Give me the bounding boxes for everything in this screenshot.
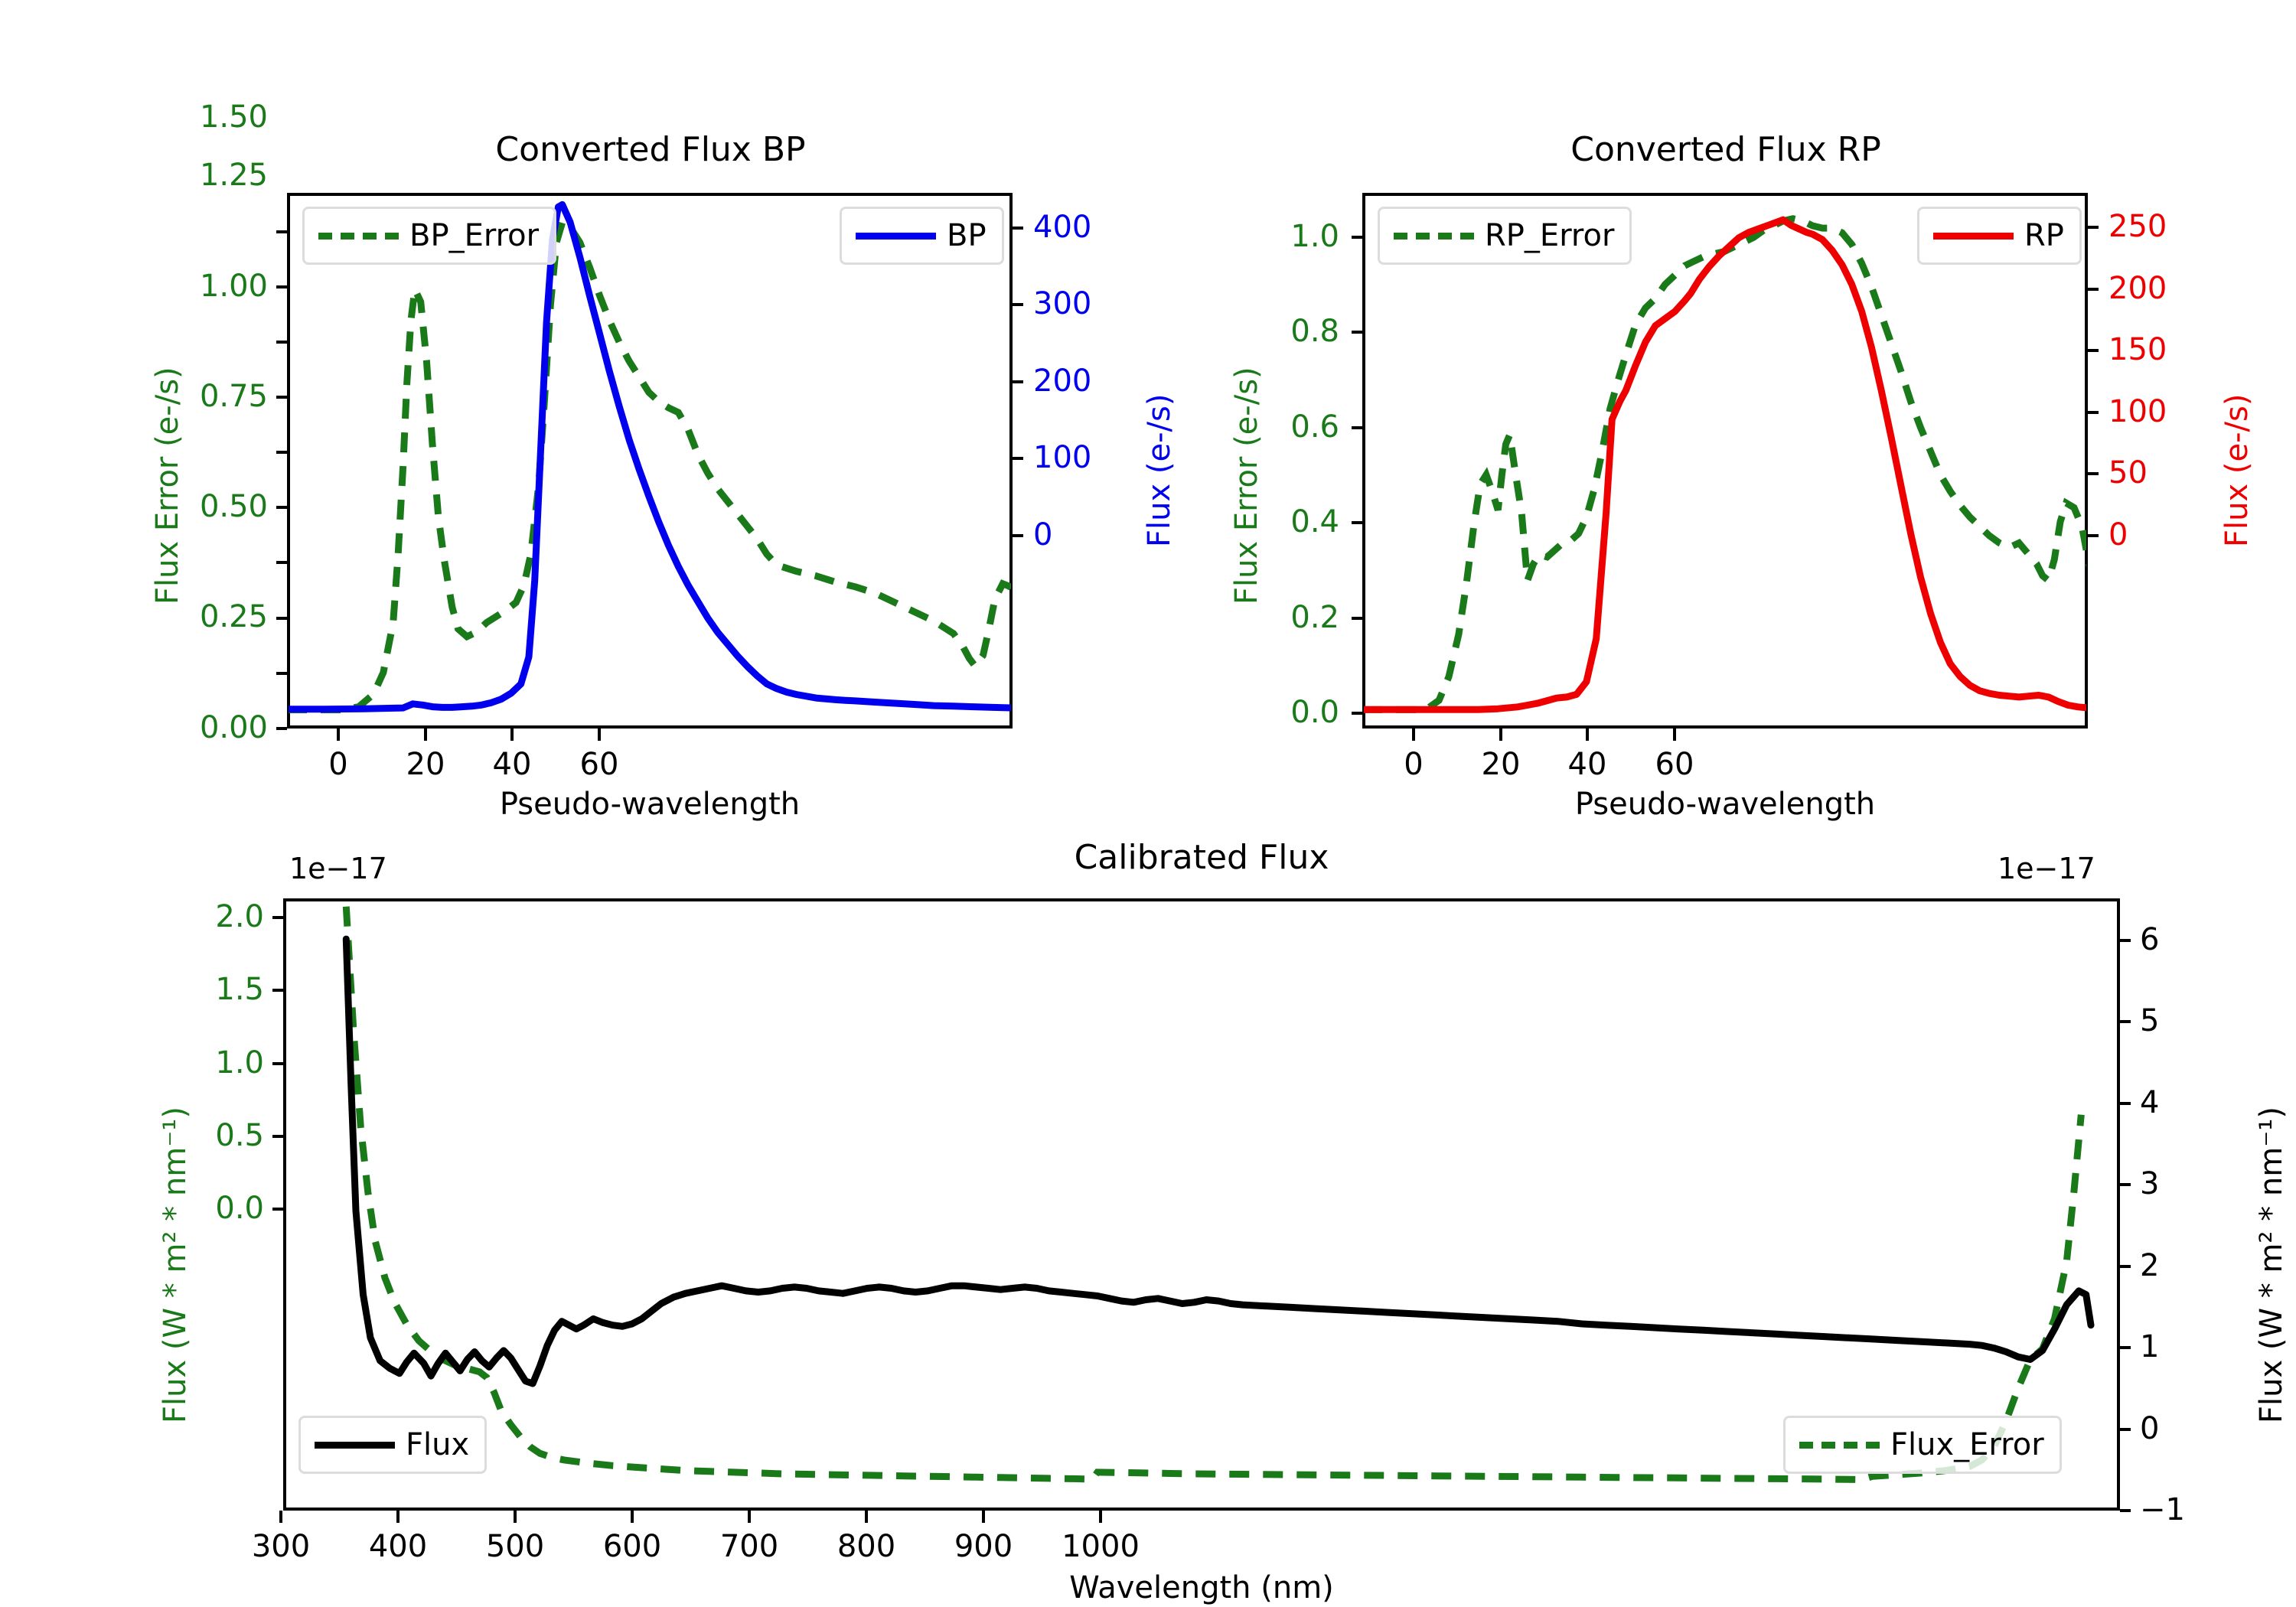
calibrated-axes-frame — [283, 898, 2120, 1511]
rp-ytick-left-1: 0.2 — [1290, 600, 1339, 635]
bp-ytick-left-4: 1.00 — [199, 269, 268, 304]
cal-ytick-left-1: 0.5 — [215, 1118, 264, 1153]
cal-xtick-5: 800 — [837, 1529, 896, 1564]
cal-ytick-left-2: 1.0 — [215, 1045, 264, 1081]
bp-error-legend-swatch — [318, 232, 399, 240]
bp-error-legend-label: BP_Error — [409, 218, 540, 253]
calibrated-right-exponent: 1e−17 — [1998, 852, 2095, 885]
panel-converted-flux-rp: Converted Flux RP 0.0 0.2 0.4 0.6 0.8 1.… — [1148, 0, 2296, 822]
bp-ytick-left-1: 0.25 — [199, 599, 268, 634]
rp-ytick-left-4: 0.8 — [1290, 314, 1339, 349]
rp-ytick-right-2: 100 — [2108, 394, 2167, 429]
bp-xlabel: Pseudo-wavelength — [499, 787, 801, 822]
bp-ytick-right-0: 0 — [1033, 517, 1053, 553]
rp-ytick-right-3: 150 — [2108, 332, 2167, 367]
bp-flux-legend-label: BP — [947, 218, 987, 253]
rp-error-legend-label: RP_Error — [1485, 218, 1615, 253]
rp-flux-legend-swatch — [1933, 232, 2014, 240]
cal-ytick-right-7: 6 — [2140, 922, 2160, 957]
rp-ytick-right-1: 50 — [2108, 455, 2148, 491]
calibrated-legend-error[interactable]: Flux_Error — [1783, 1416, 2062, 1474]
cal-xtick-1: 400 — [368, 1529, 428, 1564]
bp-legend-error[interactable]: BP_Error — [302, 207, 557, 265]
rp-ytick-right-0: 0 — [2108, 517, 2128, 553]
rp-ytick-left-2: 0.4 — [1290, 504, 1339, 539]
rp-xtick-2: 40 — [1567, 747, 1607, 782]
bp-xtick-1: 20 — [406, 747, 445, 782]
bp-ytick-left-5: 1.25 — [199, 158, 268, 193]
cal-ytick-right-2: 1 — [2140, 1329, 2160, 1364]
rp-ytick-left-3: 0.6 — [1290, 409, 1339, 445]
rp-xtick-3: 60 — [1655, 747, 1694, 782]
cal-ytick-right-3: 2 — [2140, 1248, 2160, 1283]
bp-xtick-0: 0 — [328, 747, 348, 782]
bp-ytick-left-6: 1.50 — [199, 99, 268, 135]
rp-xlabel: Pseudo-wavelength — [1574, 787, 1876, 822]
cal-xtick-7: 1000 — [1062, 1529, 1140, 1564]
cal-xtick-3: 600 — [602, 1529, 662, 1564]
rp-axes-frame — [1362, 193, 2088, 729]
bp-ytick-right-3: 300 — [1033, 286, 1092, 321]
rp-xtick-0: 0 — [1404, 747, 1424, 782]
rp-plot-curves — [1364, 215, 2086, 713]
calibrated-left-exponent: 1e−17 — [289, 852, 387, 885]
cal-ytick-right-5: 4 — [2140, 1085, 2160, 1120]
rp-ytick-left-5: 1.0 — [1290, 219, 1339, 254]
rp-panel-title: Converted Flux RP — [1570, 130, 1881, 169]
calibrated-flux-legend-swatch — [315, 1441, 395, 1449]
cal-ytick-right-0: −1 — [2140, 1492, 2185, 1527]
bp-legend-flux[interactable]: BP — [840, 207, 1004, 265]
cal-xtick-0: 300 — [251, 1529, 311, 1564]
calibrated-plot-curves — [342, 906, 2095, 1484]
bp-ytick-left-3: 0.75 — [199, 379, 268, 414]
rp-legend-flux[interactable]: RP — [1917, 207, 2082, 265]
calibrated-error-legend-label: Flux_Error — [1890, 1427, 2044, 1462]
cal-ytick-left-0: 0.0 — [215, 1191, 264, 1226]
bp-ytick-left-0: 0.00 — [199, 710, 268, 745]
bp-xtick-2: 40 — [492, 747, 532, 782]
cal-xtick-2: 500 — [485, 1529, 545, 1564]
calibrated-xlabel: Wavelength (nm) — [1069, 1570, 1334, 1605]
cal-ytick-right-1: 0 — [2140, 1411, 2160, 1446]
panel-calibrated-flux: Calibrated Flux 1e−17 1e−17 0.0 0.5 1.0 … — [0, 819, 2296, 1607]
rp-flux-legend-label: RP — [2024, 218, 2064, 253]
cal-xtick-4: 700 — [719, 1529, 779, 1564]
cal-ytick-right-6: 5 — [2140, 1003, 2160, 1038]
calibrated-panel-title: Calibrated Flux — [1074, 838, 1329, 877]
calibrated-error-legend-swatch — [1799, 1441, 1880, 1449]
cal-xtick-6: 900 — [954, 1529, 1013, 1564]
rp-ytick-right-5: 250 — [2108, 209, 2167, 244]
calibrated-flux-legend-label: Flux — [406, 1427, 470, 1462]
rp-ytick-left-0: 0.0 — [1290, 695, 1339, 730]
cal-ytick-right-4: 3 — [2140, 1166, 2160, 1201]
rp-error-legend-swatch — [1394, 232, 1474, 240]
bp-ytick-right-1: 100 — [1033, 440, 1092, 475]
bp-ytick-right-2: 200 — [1033, 363, 1092, 399]
bp-plot-curves — [289, 200, 1011, 714]
bp-xtick-3: 60 — [579, 747, 619, 782]
panel-converted-flux-bp: Converted Flux BP 0.00 0.25 0.50 0.75 1.… — [0, 0, 1177, 822]
cal-ytick-left-4: 2.0 — [215, 899, 264, 934]
rp-xtick-1: 20 — [1481, 747, 1521, 782]
bp-axes-frame — [287, 193, 1013, 729]
bp-ytick-right-4: 400 — [1033, 210, 1092, 245]
cal-ytick-left-3: 1.5 — [215, 972, 264, 1007]
bp-flux-legend-swatch — [856, 232, 936, 240]
rp-ytick-right-4: 200 — [2108, 271, 2167, 306]
rp-legend-error[interactable]: RP_Error — [1378, 207, 1632, 265]
bp-panel-title: Converted Flux BP — [495, 130, 806, 169]
bp-ytick-left-2: 0.50 — [199, 489, 268, 524]
calibrated-legend-flux[interactable]: Flux — [298, 1416, 488, 1474]
